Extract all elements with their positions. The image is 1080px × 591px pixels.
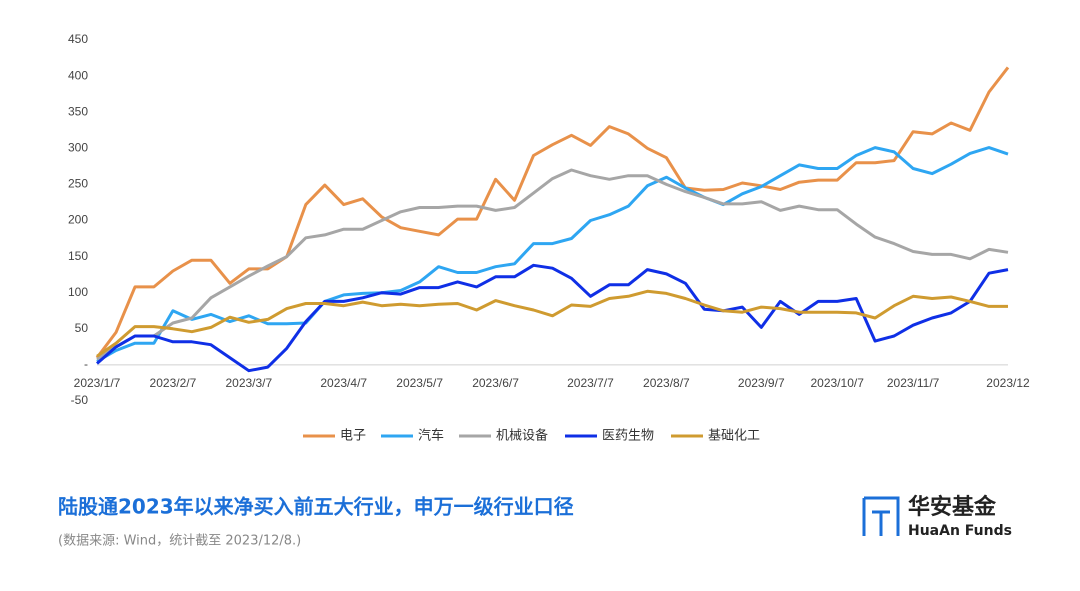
x-tick-label: 2023/11/7 — [887, 376, 940, 390]
legend-label: 基础化工 — [708, 429, 760, 444]
x-tick-label: 2023/1/7 — [74, 376, 121, 390]
y-tick-label: 300 — [68, 140, 88, 154]
series-line — [96, 263, 1009, 373]
x-tick-label: 2023/4/7 — [320, 376, 367, 390]
x-tick-label: 2023/12 — [986, 376, 1030, 390]
logo-name: 华安基金 — [908, 494, 997, 520]
y-tick-label: - — [84, 357, 88, 371]
x-tick-label: 2023/5/7 — [396, 376, 443, 390]
y-tick-label: 150 — [68, 249, 88, 263]
x-tick-label: 2023/2/7 — [150, 376, 197, 390]
x-tick-label: 2023/10/7 — [810, 376, 864, 390]
y-tick-label: 50 — [75, 321, 89, 335]
y-tick-label: 350 — [68, 104, 88, 118]
legend-label: 电子 — [340, 429, 366, 444]
legend-label: 医药生物 — [602, 429, 654, 444]
x-tick-label: 2023/9/7 — [738, 376, 785, 390]
legend-label: 汽车 — [418, 428, 444, 444]
series-line — [96, 168, 1009, 361]
footer-source: (数据来源: Wind，统计截至 2023/12/8.) — [58, 534, 301, 549]
y-tick-label: -50 — [71, 393, 89, 407]
logo-english: HuaAn Funds — [908, 523, 1012, 539]
y-tick-label: 250 — [68, 177, 88, 191]
y-tick-label: 100 — [68, 285, 88, 299]
x-tick-label: 2023/7/7 — [567, 376, 614, 390]
x-tick-label: 2023/3/7 — [225, 376, 272, 390]
series-line — [95, 66, 1010, 359]
series-line — [96, 289, 1008, 358]
y-tick-label: 400 — [68, 68, 88, 82]
x-tick-label: 2023/8/7 — [643, 376, 690, 390]
legend-label: 机械设备 — [496, 428, 548, 444]
y-tick-label: 450 — [68, 32, 88, 46]
footer-title: 陆股通2023年以来净买入前五大行业，申万一级行业口径 — [58, 495, 574, 519]
x-tick-label: 2023/6/7 — [472, 376, 519, 390]
logo-icon — [862, 496, 900, 536]
y-tick-label: 200 — [68, 213, 88, 227]
series-line — [96, 146, 1009, 363]
